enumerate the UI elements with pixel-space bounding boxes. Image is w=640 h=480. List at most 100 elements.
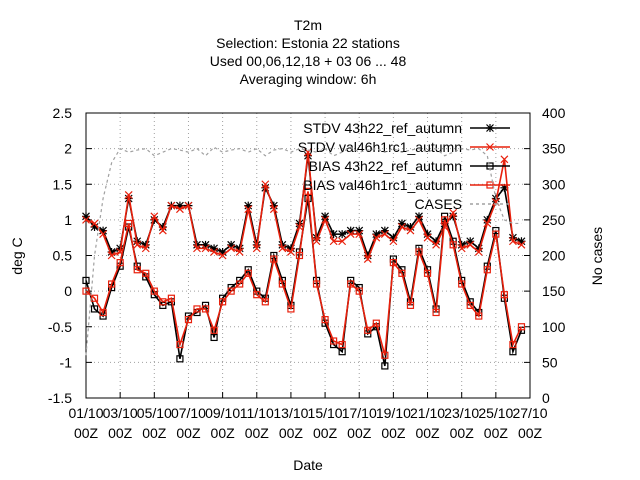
y2-tick-label: 200: [542, 248, 566, 264]
marker: [406, 301, 415, 309]
marker: [517, 237, 526, 246]
x-tick-label: 11/10 00Z: [240, 405, 274, 441]
marker: [270, 255, 278, 263]
y2-axis-label: No cases: [589, 227, 605, 285]
marker: [397, 223, 406, 231]
marker: [517, 323, 526, 331]
marker: [286, 244, 295, 253]
marker: [483, 219, 492, 228]
marker: [492, 230, 500, 238]
marker: [125, 219, 133, 228]
y-tick-label: 2.5: [53, 105, 73, 121]
marker: [278, 280, 286, 288]
y2-tick-label: 250: [542, 212, 566, 228]
x-tick-label: 13/10 00Z: [273, 405, 308, 441]
marker: [193, 244, 201, 253]
marker: [141, 240, 150, 249]
y-tick-label: 1.5: [53, 176, 73, 192]
marker: [304, 187, 312, 195]
series-line: [85, 152, 522, 262]
marker: [363, 251, 372, 260]
marker: [82, 215, 90, 224]
marker: [82, 276, 90, 285]
marker: [449, 212, 458, 221]
marker: [99, 230, 108, 239]
marker: [509, 348, 517, 356]
x-axis-label: Date: [293, 457, 323, 473]
marker: [312, 237, 321, 246]
y2-tick-label: 50: [542, 354, 558, 370]
marker: [175, 205, 184, 214]
marker: [347, 280, 355, 288]
marker: [295, 251, 304, 260]
y-tick-label: -0.5: [48, 319, 72, 335]
marker: [397, 219, 406, 228]
marker: [158, 223, 167, 231]
marker: [141, 244, 150, 253]
marker: [508, 237, 517, 246]
chart-title: Averaging window: 6h: [240, 71, 377, 87]
marker: [415, 212, 423, 221]
marker: [210, 248, 219, 256]
marker: [500, 183, 509, 192]
marker: [329, 237, 338, 246]
x-tick-label: 19/10 00Z: [376, 405, 411, 441]
marker: [449, 241, 457, 249]
marker: [363, 255, 372, 263]
marker: [415, 248, 423, 256]
x-tick-label: 05/10 00Z: [137, 405, 172, 441]
marker: [458, 280, 466, 288]
marker: [235, 248, 244, 256]
marker: [338, 230, 347, 239]
x-tick-label: 23/10 00Z: [444, 405, 479, 441]
marker: [244, 269, 252, 277]
marker: [457, 240, 466, 249]
legend-label: BIAS val46h1rc1_autumn: [303, 177, 462, 193]
marker: [321, 316, 329, 324]
marker: [116, 259, 124, 267]
marker: [150, 212, 159, 221]
marker: [475, 312, 483, 320]
plot-frame: [85, 112, 531, 399]
marker: [201, 305, 210, 313]
x-tick-label: 09/10 00Z: [205, 405, 240, 441]
marker: [346, 230, 355, 239]
y-tick-label: -1: [60, 354, 73, 370]
marker: [355, 226, 364, 235]
marker: [415, 215, 423, 224]
marker: [338, 340, 346, 349]
marker: [466, 237, 475, 246]
marker: [380, 226, 389, 235]
marker: [210, 244, 219, 253]
marker: [500, 291, 508, 299]
marker: [269, 205, 278, 214]
marker: [99, 226, 108, 235]
x-tick-label: 25/10 00Z: [478, 405, 513, 441]
marker: [261, 298, 269, 306]
series-line: [85, 191, 523, 356]
marker: [372, 319, 380, 327]
marker: [474, 244, 483, 253]
marker: [133, 266, 141, 274]
marker: [406, 223, 415, 231]
marker: [219, 298, 227, 306]
marker: [441, 216, 449, 224]
marker: [278, 244, 287, 253]
legend-marker: [486, 143, 494, 151]
marker: [432, 308, 440, 317]
marker: [466, 301, 474, 309]
marker: [329, 230, 338, 239]
marker: [227, 287, 235, 295]
marker: [406, 226, 415, 235]
marker: [82, 287, 90, 295]
marker: [372, 230, 381, 239]
series-line: [85, 146, 522, 356]
y-axis-label: deg C: [9, 237, 25, 274]
marker: [389, 259, 397, 267]
marker: [364, 326, 372, 334]
marker: [210, 333, 218, 342]
marker: [295, 223, 304, 231]
x-tick-label: 03/10 00Z: [103, 405, 138, 441]
marker: [509, 340, 517, 349]
legend-marker: [486, 181, 494, 189]
